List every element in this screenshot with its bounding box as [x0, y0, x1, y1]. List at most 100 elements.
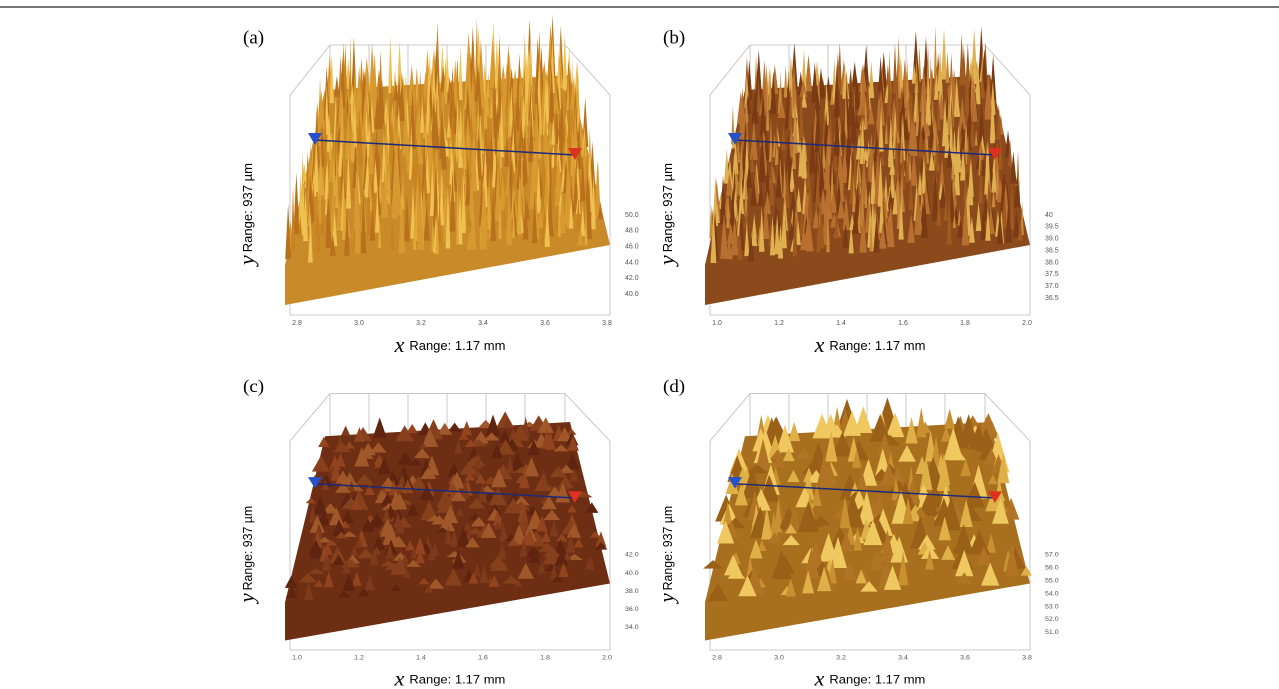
surface-peak [344, 211, 350, 256]
surface-peak [818, 471, 834, 489]
y-axis-label: y Range: 937 µm [235, 506, 260, 605]
surface-peak [837, 196, 845, 219]
surface-peak [458, 433, 470, 440]
surface-peak [957, 218, 964, 239]
surface-peak [939, 182, 947, 208]
surface-peak [1020, 566, 1032, 576]
surface-peak [870, 550, 885, 570]
surface-peak [880, 529, 895, 563]
panel: 2.8 3.0 3.2 3.4 3.6 3.8 57.0 56.0 55.0 54.0 53.0 52… [655, 376, 1059, 689]
surface-peak [489, 88, 493, 119]
surface-peak [493, 521, 503, 530]
surface-peak [795, 219, 801, 245]
z-tick-label: 40.0 [625, 570, 639, 577]
surface-peak [738, 575, 757, 597]
surface-peak [569, 67, 573, 105]
surface-peak [784, 523, 797, 534]
surface-peak [847, 74, 854, 127]
surface-peak [838, 531, 854, 552]
surface-peak [474, 455, 482, 470]
surface-peak [955, 549, 974, 577]
surface-peak [381, 503, 398, 510]
surface-peak [316, 537, 333, 543]
surface-peak [395, 518, 405, 534]
surface-peak [355, 474, 374, 485]
surface-peak [745, 162, 753, 189]
surface-peak [996, 104, 1002, 140]
surface-peak [902, 497, 914, 524]
surface-peak [474, 473, 486, 484]
surface-peak [369, 180, 373, 211]
surface-peak [1009, 175, 1015, 229]
surface-peak [803, 547, 820, 579]
surface-peak [543, 74, 549, 136]
surface-peak [804, 54, 813, 92]
surface-peak [366, 178, 371, 236]
surface-peak [558, 464, 575, 474]
surface-peak [712, 174, 719, 227]
surface-peak [342, 180, 346, 240]
surface-peak [391, 155, 398, 219]
surface-peak [538, 100, 542, 159]
surface-peak [369, 546, 379, 566]
surface-peak [885, 412, 905, 438]
surface-peak [329, 234, 336, 256]
x-tick-label: 2.8 [292, 320, 302, 327]
surface-peak [750, 120, 758, 160]
surface-peak [490, 443, 504, 459]
z-tick-label: 51.0 [1045, 629, 1059, 636]
x-tick-label: 2.0 [1022, 320, 1032, 327]
surface-peak [932, 114, 937, 156]
x-tick-label: 1.2 [774, 320, 784, 327]
surface-peak [351, 571, 362, 586]
panel: 1.0 1.2 1.4 1.6 1.8 2.0 40 39.5 39.0 38.5 38.0 37.5… [654, 26, 1059, 357]
surface-peak [842, 195, 850, 231]
surface-peak [428, 545, 436, 561]
surface-peak [932, 166, 939, 221]
surface-peak [372, 417, 387, 438]
surface-peak [839, 496, 851, 529]
surface-peak [468, 173, 475, 222]
surface-peak [916, 407, 927, 438]
surface-peak [594, 159, 601, 220]
surface-peak [785, 132, 792, 173]
surface-peak [317, 89, 325, 130]
surface-peak [329, 454, 341, 470]
surface-peak [557, 427, 573, 442]
surface-peak [954, 92, 961, 117]
surface-peak [877, 56, 884, 102]
surface-peak [499, 521, 508, 542]
y-var: y [655, 593, 680, 605]
surface-peak [1002, 497, 1020, 520]
surface-peak [790, 187, 797, 213]
surface-peak [496, 439, 515, 455]
surface-peak [438, 513, 456, 532]
surface-peak [549, 518, 559, 537]
surface-peak [419, 98, 425, 133]
surface-peak [329, 53, 334, 104]
surface-peak [1007, 139, 1013, 167]
surface-peak [417, 147, 425, 165]
surface-peak [789, 163, 795, 192]
surface-peak [767, 532, 783, 543]
surface-peak [377, 456, 391, 475]
surface-peak [354, 193, 361, 254]
surface-peak [991, 186, 996, 208]
z-tick-label: 39.0 [1045, 236, 1059, 243]
surface-peak [799, 84, 804, 139]
surface-peak [953, 524, 974, 555]
surface-peak [989, 111, 996, 144]
surface-peak [566, 66, 570, 111]
panel-label: (c) [243, 376, 264, 396]
surface-peak [878, 106, 884, 152]
surface-peak [919, 65, 928, 112]
x-tick-label: 1.0 [712, 320, 722, 327]
x-tick-label: 3.4 [478, 320, 488, 327]
x-tick-label: 3.0 [354, 320, 364, 327]
surface-peak [777, 98, 786, 119]
surface-peak [552, 89, 560, 114]
surface-peak [406, 423, 418, 434]
surface-peak [325, 198, 332, 249]
surface-peak [800, 226, 808, 251]
surface-peak [293, 172, 300, 235]
